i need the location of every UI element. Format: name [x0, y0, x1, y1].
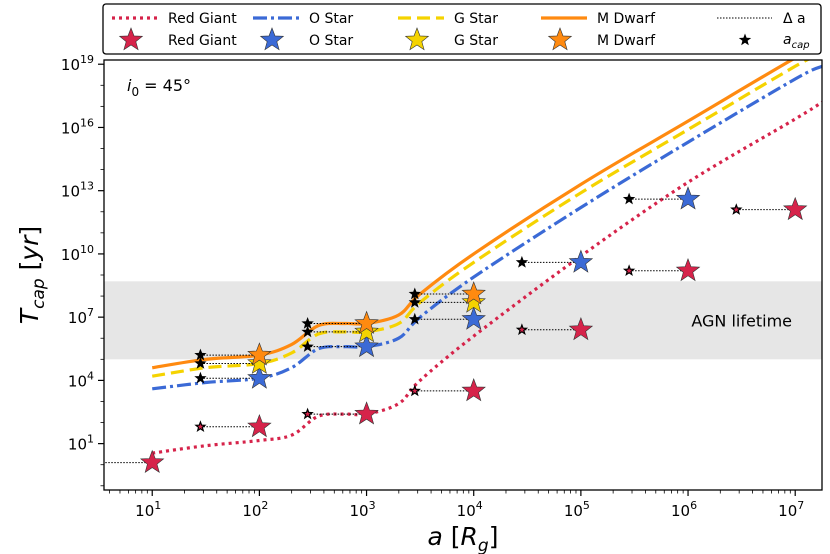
x-tick-label: 104 — [457, 499, 483, 520]
a-cap-star — [301, 325, 314, 338]
plot-frame — [103, 59, 823, 491]
a-cap-star — [301, 317, 314, 329]
x-tick-label: 107 — [778, 499, 804, 520]
o-star-star — [461, 306, 486, 330]
legend-g-star-star-label: G Star — [454, 33, 498, 49]
a-cap-star — [408, 295, 421, 308]
legend-red-giant-line-label: Red Giant — [168, 11, 237, 27]
red-giant-star — [139, 449, 165, 473]
a-cap-star — [301, 340, 314, 352]
g-star-star — [461, 289, 486, 313]
o-star-star — [247, 365, 272, 389]
red-giant-star — [568, 316, 594, 341]
red-giant-star — [675, 257, 701, 282]
legend-m-dwarf-star — [547, 27, 573, 51]
a-cap-star-inner — [733, 206, 740, 213]
legend-o-star-line-label: O Star — [309, 11, 353, 27]
y-axis-var-sub: cap — [29, 278, 49, 309]
legend-o-star-star — [259, 27, 285, 51]
a-cap-star-inner — [304, 411, 311, 417]
y-axis-unit: yr — [15, 234, 44, 262]
a-cap-star — [408, 312, 421, 325]
legend: Red Giant Red Giant O Star O Star G Star G St… — [102, 3, 822, 55]
x-axis-unit: R — [461, 522, 478, 551]
plot-area: AGN lifetime 101 102 103 104 105 106 107 101 104… — [61, 53, 823, 520]
legend-delta-a-label: Δ a — [783, 11, 806, 27]
m-dwarf-star — [247, 342, 272, 366]
inclination-symbol: i — [127, 76, 132, 95]
y-tick-label: 101 — [68, 433, 94, 454]
a-cap-star-inner — [197, 423, 204, 430]
y-tick-label: 1019 — [61, 53, 94, 74]
o-star-star — [568, 249, 594, 273]
inclination-label: i0 = 45° — [127, 76, 191, 99]
legend-a-cap-label: acap — [783, 32, 810, 51]
a-cap-star-inner — [90, 460, 96, 465]
red-giant-star — [782, 196, 808, 221]
x-tick-label: 106 — [671, 499, 697, 520]
a-cap-star — [622, 192, 636, 205]
m-dwarf-star — [354, 310, 379, 334]
x-axis-var: a — [428, 522, 443, 551]
a-cap-star — [194, 348, 207, 361]
a-cap-star — [408, 287, 421, 300]
red-giant-star — [354, 401, 379, 425]
legend-o-star-star-label: O Star — [309, 33, 353, 49]
y-tick-label: 1013 — [61, 180, 94, 201]
g-star-star — [247, 350, 272, 374]
agn-lifetime-label: AGN lifetime — [691, 311, 792, 330]
a-cap-star — [87, 456, 99, 468]
a-cap-star — [194, 371, 207, 384]
o-star-curve — [152, 64, 822, 391]
y-axis-var: T — [15, 307, 44, 324]
y-axis-title: Tcap [yr] — [15, 226, 49, 324]
y-tick-label: 107 — [68, 306, 94, 327]
g-star-curve — [151, 60, 811, 378]
inclination-subscript: 0 — [131, 85, 139, 99]
a-cap-star-inner — [626, 267, 632, 274]
g-star-star — [354, 319, 379, 343]
m-dwarf-curve — [151, 60, 795, 370]
x-tick-label: 102 — [242, 499, 268, 520]
red-giant-curve — [152, 100, 822, 455]
a-cap-star — [515, 255, 529, 268]
legend-g-star-star — [404, 27, 430, 51]
x-tick-label: 105 — [564, 499, 590, 520]
o-star-star — [675, 186, 701, 210]
a-cap-star-inner — [411, 387, 418, 394]
red-giant-star — [461, 378, 486, 402]
m-dwarf-star — [461, 281, 486, 305]
legend-red-giant-star — [118, 27, 144, 51]
x-axis-unit-sub: g — [478, 536, 489, 554]
y-tick-label: 1016 — [61, 116, 94, 137]
a-cap-star-inner — [519, 326, 525, 333]
o-star-star — [354, 333, 379, 358]
legend-m-dwarf-line-label: M Dwarf — [597, 11, 656, 27]
y-tick-label: 1010 — [61, 243, 94, 264]
inclination-value: = 45° — [139, 76, 191, 95]
x-tick-label: 101 — [135, 499, 161, 520]
x-tick-label: 103 — [350, 499, 376, 520]
legend-a-cap-star — [738, 33, 752, 46]
red-giant-star — [247, 413, 272, 438]
legend-red-giant-star-label: Red Giant — [168, 33, 237, 49]
y-tick-label: 104 — [68, 369, 94, 390]
legend-m-dwarf-star-label: M Dwarf — [597, 33, 656, 49]
legend-g-star-line-label: G Star — [454, 11, 498, 27]
a-cap-star — [194, 357, 207, 369]
x-axis-title: a [Rg] — [428, 522, 499, 554]
